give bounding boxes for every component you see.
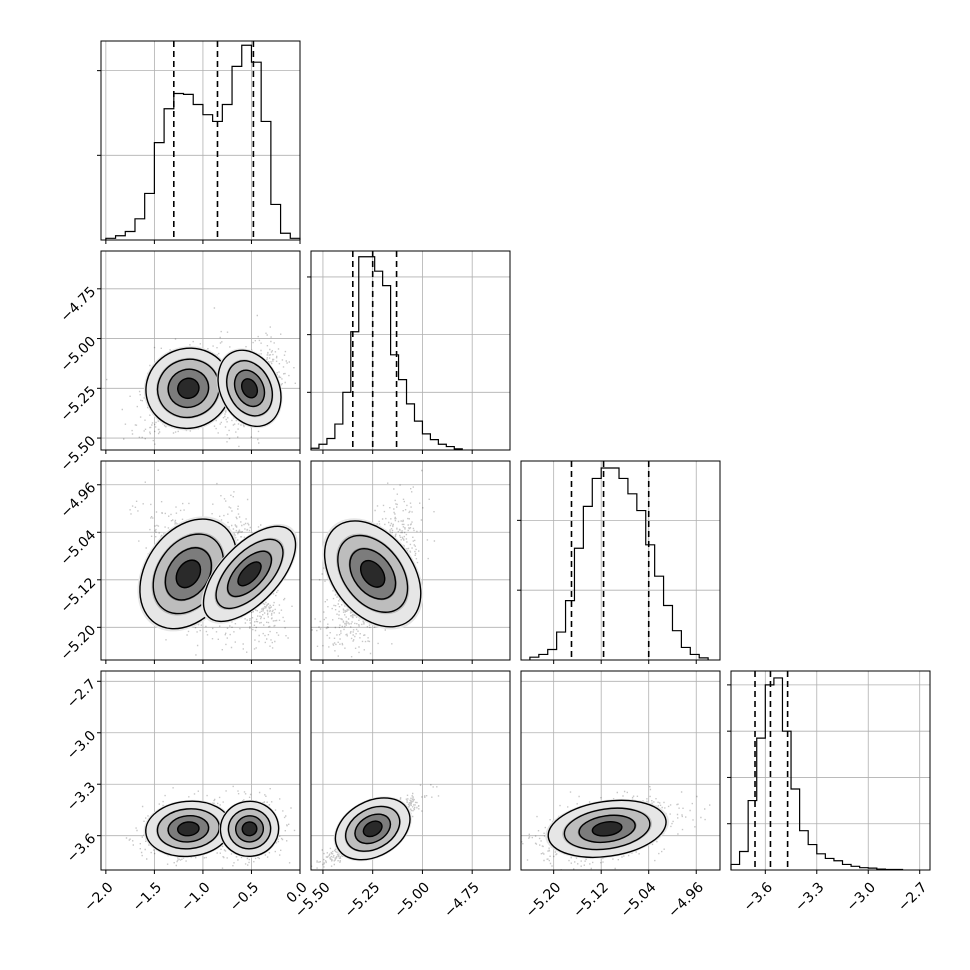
density-fill: [237, 561, 262, 587]
panel-frame: [310, 460, 511, 661]
y-tick-label: −3.3: [64, 779, 99, 814]
panel-frame: [100, 250, 301, 451]
histogram-step: [105, 44, 301, 240]
x-tick-label: −5.20: [523, 879, 565, 921]
panel-frame: [730, 670, 931, 871]
contour-line: [164, 547, 213, 601]
panel-content: [521, 671, 720, 870]
contour-line: [217, 349, 282, 428]
scatter-panel-0-1: [97, 250, 301, 454]
y-tick-label: −5.50: [58, 433, 100, 475]
contour-line: [334, 797, 411, 861]
contour-line: [215, 538, 284, 610]
hist-panel-0: [97, 40, 301, 244]
scatter-panel-0-3: [97, 670, 301, 874]
panel-frame: [310, 670, 511, 871]
y-tick-label: −5.12: [58, 575, 100, 617]
x-tick-label: −4.75: [441, 879, 483, 921]
y-tick-label: −4.96: [58, 480, 100, 522]
contour-line: [578, 814, 636, 844]
y-tick-label: −5.25: [58, 383, 100, 425]
x-tick-label: −3.3: [792, 879, 827, 914]
panel-frame: [100, 460, 301, 661]
x-tick-label: −5.04: [618, 879, 660, 921]
contour-line: [349, 548, 397, 600]
contour-line: [226, 360, 274, 417]
scatter-panel-1-3: [310, 670, 511, 874]
panel-frame: [100, 670, 301, 871]
contour-line: [167, 368, 210, 409]
contour-line: [241, 821, 258, 837]
contour-line: [202, 525, 297, 623]
contour-line: [235, 815, 265, 843]
y-tick-label: −3.6: [64, 831, 99, 866]
histogram-step: [310, 256, 463, 450]
x-tick-label: −2.0: [81, 879, 116, 914]
hist-panel-1: [307, 250, 511, 454]
x-tick-label: −5.25: [342, 879, 384, 921]
contour-line: [177, 377, 200, 400]
contour-line: [233, 369, 266, 408]
contour-line: [175, 559, 202, 589]
contour-line: [219, 800, 280, 858]
panel-content: [101, 251, 300, 450]
density-fill: [591, 821, 623, 837]
contour-line: [167, 815, 210, 843]
contour-line: [226, 550, 273, 598]
panel-content: [101, 671, 300, 870]
x-tick-label: −1.5: [130, 879, 165, 914]
x-tick-label: −3.0: [844, 879, 879, 914]
hist-panel-2: [517, 460, 721, 664]
x-tick-label: −1.0: [178, 879, 213, 914]
density-fill: [177, 821, 200, 837]
contour-line: [323, 520, 422, 628]
contour-line: [237, 561, 262, 587]
x-tick-label: −3.6: [741, 879, 776, 914]
y-tick-label: −4.75: [58, 284, 100, 326]
scatter-panel-2-3: [520, 670, 721, 874]
contour-line: [547, 799, 667, 859]
hist-panel-3: [727, 670, 931, 874]
contour-line: [591, 821, 623, 837]
contour-line: [362, 820, 383, 838]
panel-frame: [310, 250, 511, 451]
panel-content: [101, 461, 300, 660]
y-tick-label: −5.00: [58, 334, 100, 376]
density-fill: [241, 378, 258, 399]
contour-line: [563, 807, 651, 851]
contour-line: [354, 813, 392, 845]
contour-line: [359, 559, 386, 588]
x-tick-label: −4.96: [665, 879, 707, 921]
panel-content: [311, 461, 510, 660]
contour-line: [177, 821, 200, 837]
panel-frame: [100, 40, 301, 241]
x-tick-label: −5.12: [570, 879, 612, 921]
panel-frame: [520, 670, 721, 871]
contour-line: [227, 808, 272, 850]
y-tick-label: −5.04: [58, 527, 100, 569]
density-fill: [177, 377, 200, 399]
y-tick-label: −3.0: [64, 728, 99, 763]
scatter-panel-0-2: [97, 460, 301, 664]
y-tick-label: −2.7: [64, 676, 99, 711]
scatter-panel-1-2: [310, 460, 511, 664]
density-fill: [241, 821, 258, 837]
panel-content: [311, 671, 510, 870]
histogram-step: [529, 467, 709, 660]
contour-line: [337, 534, 409, 613]
y-tick-label: −5.20: [58, 622, 100, 664]
x-tick-label: −0.5: [227, 879, 262, 914]
x-tick-label: −2.7: [895, 879, 930, 914]
panel-frame: [520, 460, 721, 661]
x-tick-label: −5.00: [392, 879, 434, 921]
contour-line: [240, 378, 259, 399]
density-fill: [175, 559, 202, 589]
contour-line: [345, 805, 401, 852]
histogram-step: [730, 677, 904, 871]
density-fill: [362, 820, 383, 837]
